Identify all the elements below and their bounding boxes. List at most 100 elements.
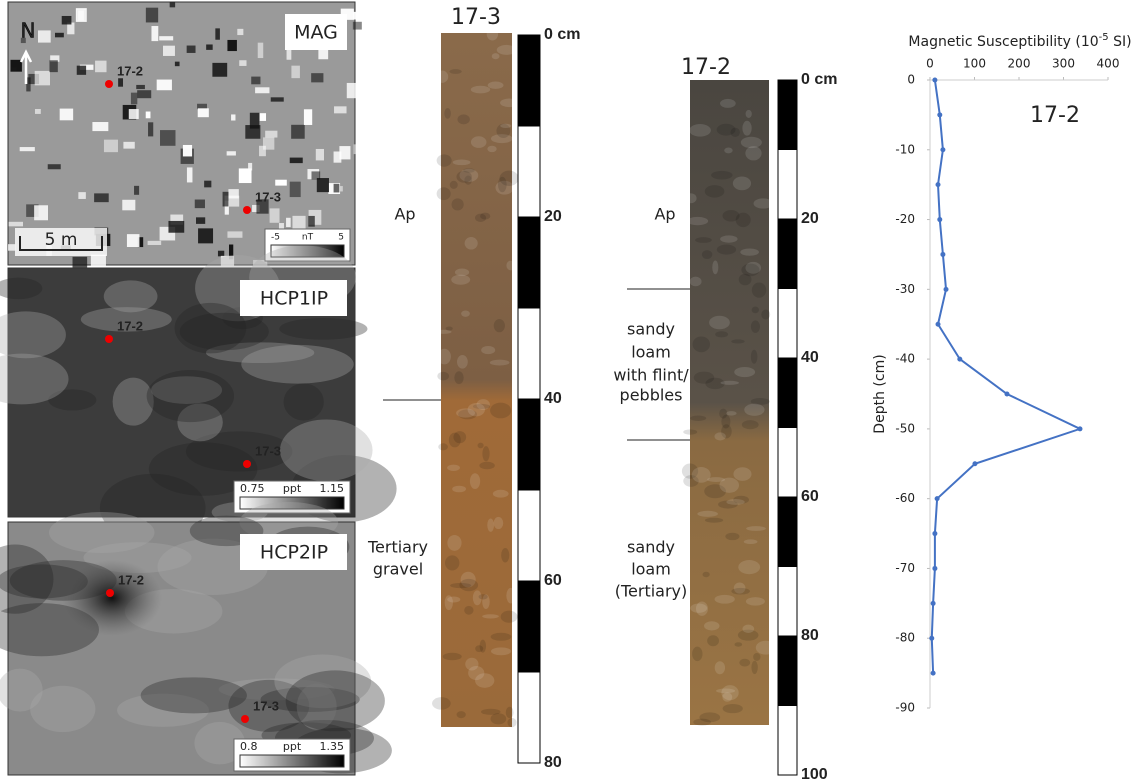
core-clod — [746, 597, 765, 606]
x-tick-label: 200 — [1008, 57, 1031, 71]
core-clod — [699, 712, 720, 722]
sample-point — [243, 460, 251, 468]
core-clod — [720, 235, 737, 242]
map-anomaly — [218, 251, 224, 257]
core-clod — [714, 432, 725, 440]
map-anomaly — [78, 11, 84, 21]
core-clod — [742, 121, 751, 136]
sample-point — [105, 80, 113, 88]
scale-tick-label: 80 — [544, 754, 562, 771]
x-tick-label: 400 — [1097, 57, 1120, 71]
scale-tick-label: 60 — [544, 572, 562, 589]
core-clod — [692, 467, 711, 483]
core-clod — [709, 316, 730, 330]
map-anomaly — [131, 93, 137, 105]
x-axis-title-part: SI) — [1109, 34, 1132, 50]
core-clod — [717, 244, 736, 254]
core-clod — [464, 606, 473, 615]
map-anomaly — [151, 26, 158, 41]
scale-segment — [518, 672, 540, 763]
core-clod — [501, 548, 509, 563]
map-anomaly — [113, 378, 154, 426]
map-anomaly — [286, 218, 291, 227]
core-clod — [715, 595, 735, 604]
map-anomaly — [35, 109, 41, 114]
map-anomaly — [146, 8, 158, 23]
core-clod — [751, 350, 758, 364]
y-tick-label: 0 — [907, 73, 915, 87]
core-clod — [705, 185, 725, 198]
map-anomaly — [146, 112, 151, 119]
core-clod — [695, 237, 712, 243]
map-anomaly — [8, 244, 15, 251]
core-clod — [445, 555, 459, 570]
map-anomaly — [35, 71, 50, 85]
core-clod — [437, 187, 451, 200]
core-clod — [482, 446, 489, 461]
data-point — [940, 147, 945, 152]
data-point — [931, 671, 936, 676]
map-anomaly — [141, 677, 247, 713]
data-point — [931, 601, 936, 606]
scale-tick-label: 0 cm — [544, 26, 580, 43]
legend-max: 1.15 — [320, 482, 345, 495]
map-anomaly — [118, 78, 123, 86]
map-anomaly — [317, 178, 329, 192]
map-anomaly — [227, 231, 242, 237]
scale-tick-label: 40 — [544, 390, 562, 407]
core-clod — [494, 517, 504, 529]
scale-segment — [778, 636, 797, 706]
core-clod — [497, 45, 517, 55]
map-anomaly — [73, 257, 88, 268]
core-clod — [498, 177, 507, 192]
core-clod — [438, 349, 451, 365]
core-clod — [754, 198, 773, 208]
core-clod — [715, 661, 725, 674]
map-anomaly — [347, 83, 360, 98]
map-anomaly — [223, 192, 229, 207]
y-tick-label: -50 — [895, 421, 915, 435]
core-clod — [449, 433, 461, 448]
y-tick-label: -10 — [895, 142, 915, 156]
legend-ramp — [240, 755, 344, 767]
core-clod — [697, 511, 718, 517]
map-anomaly — [159, 36, 173, 40]
core-clod — [432, 697, 451, 710]
sample-point — [241, 715, 249, 723]
legend-max: 1.35 — [320, 740, 345, 753]
map-anomaly — [353, 12, 358, 20]
map-anomaly — [291, 125, 305, 139]
core-clod — [507, 718, 516, 727]
core-clod — [746, 110, 752, 118]
map-anomaly — [334, 151, 342, 162]
map-anomaly — [204, 181, 211, 188]
core-clod — [752, 307, 759, 314]
map-anomaly — [290, 182, 301, 197]
map-anomaly — [175, 62, 180, 67]
core-clod — [478, 443, 484, 449]
chart-annotation: 17-2 — [1030, 103, 1080, 128]
core-clod — [444, 108, 451, 119]
core-clod — [453, 160, 471, 166]
core-clod — [449, 69, 461, 74]
map-anomaly — [183, 145, 192, 156]
core-clod — [481, 709, 501, 715]
map-anomaly — [62, 16, 72, 25]
point-label: 17-2 — [117, 318, 143, 333]
map-anomaly — [49, 512, 155, 553]
point-label: 17-3 — [253, 698, 279, 713]
map-anomaly — [250, 113, 260, 129]
map-anomaly — [122, 200, 135, 211]
core-clod — [468, 666, 484, 680]
map-anomaly — [195, 200, 205, 209]
map-anomaly — [270, 208, 280, 222]
core-clod — [687, 217, 708, 225]
legend-max: 5 — [338, 233, 344, 243]
map-anomaly — [95, 61, 106, 73]
core-clod — [491, 633, 512, 641]
core-clod — [751, 661, 757, 674]
core-title: 17-2 — [681, 55, 731, 80]
core-clod — [480, 640, 486, 653]
map-anomaly — [231, 114, 235, 120]
point-label: 17-2 — [118, 572, 144, 587]
